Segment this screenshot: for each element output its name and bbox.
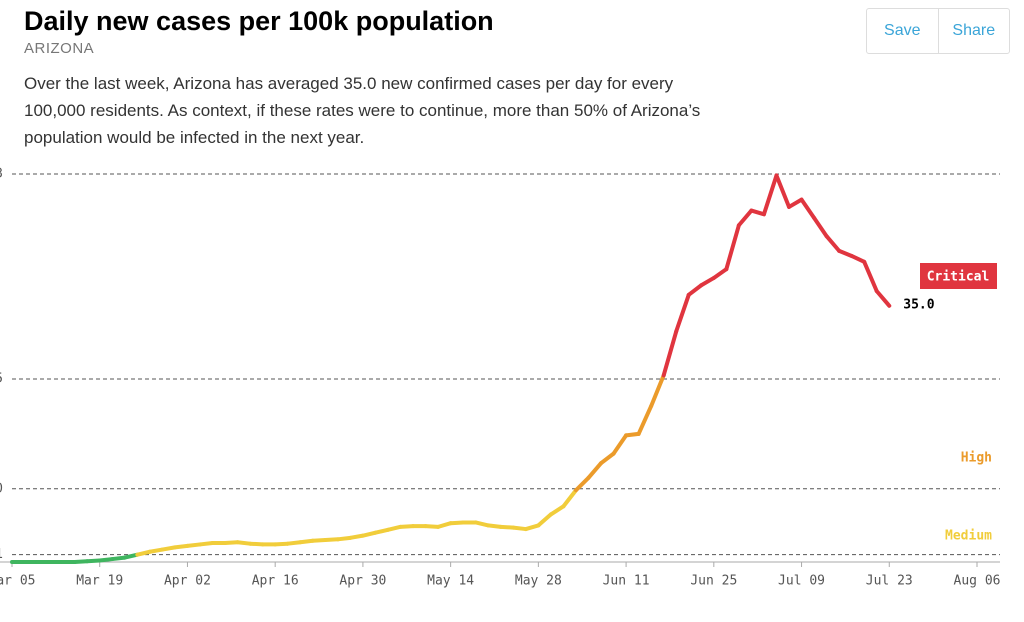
y-tick-label: 53 <box>0 167 3 182</box>
line-segment <box>135 549 152 557</box>
line-segment <box>72 559 90 564</box>
line-segment <box>235 540 253 546</box>
line-segment <box>611 433 629 456</box>
line-segment <box>310 538 328 543</box>
level-label: High <box>961 451 992 466</box>
line-segment <box>285 540 303 546</box>
share-button[interactable]: Share <box>937 9 1010 53</box>
x-tick-label: Jun 11 <box>603 574 650 589</box>
line-segment <box>323 537 340 543</box>
line-segment <box>223 540 240 545</box>
line-segment <box>197 540 215 547</box>
line-segment <box>649 373 666 409</box>
save-button[interactable]: Save <box>884 22 921 39</box>
button-group: Save Share <box>866 8 1010 54</box>
level-label: Medium <box>945 529 992 544</box>
line-segment <box>473 520 491 528</box>
line-segment <box>147 547 165 554</box>
line-segment <box>172 543 190 550</box>
line-segment <box>122 552 140 560</box>
line-segment <box>686 283 704 297</box>
line-segment <box>561 488 578 509</box>
line-segment <box>862 259 879 294</box>
line-segment <box>573 475 591 493</box>
x-tick-label: Aug 06 <box>954 574 1001 589</box>
line-segment <box>486 523 503 529</box>
line-segment <box>511 525 528 532</box>
line-segment <box>749 208 766 217</box>
x-tick-label: May 28 <box>515 574 562 589</box>
x-tick-label: May 14 <box>427 574 474 589</box>
subtitle: ARIZONA <box>24 40 95 57</box>
y-tick-label: 10 <box>0 481 3 496</box>
line-segment <box>360 530 378 538</box>
level-badge <box>920 263 997 289</box>
line-segment <box>385 524 403 532</box>
x-tick-label: Apr 16 <box>252 574 299 589</box>
line-segment <box>536 512 553 528</box>
line-segment <box>85 558 102 564</box>
description: Over the last week, Arizona has averaged… <box>24 74 701 147</box>
x-tick-label: Mar 05 <box>0 574 35 589</box>
line-segment <box>636 404 654 436</box>
x-tick-label: Apr 02 <box>164 574 211 589</box>
line-segment <box>774 173 792 209</box>
line-segment <box>97 557 115 563</box>
line-segment <box>799 197 817 220</box>
line-segment <box>674 292 691 334</box>
line-segment <box>110 555 127 562</box>
x-tick-label: Mar 19 <box>76 574 123 589</box>
value-label: 35.0 <box>903 297 934 312</box>
line-segment <box>373 527 390 535</box>
x-tick-label: Jul 09 <box>778 574 825 589</box>
line-segment <box>248 541 265 547</box>
line-segment <box>298 538 315 545</box>
x-tick-label: Jun 25 <box>690 574 737 589</box>
y-tick-label: 25 <box>0 371 3 386</box>
line-segment <box>423 524 441 529</box>
line-segment <box>874 289 892 308</box>
line-segment <box>398 524 416 529</box>
level-label: Critical <box>927 270 990 285</box>
title: Daily new cases per 100k population <box>24 6 494 36</box>
line-segment <box>348 533 365 540</box>
line-segment <box>812 215 829 239</box>
line-segment <box>724 223 741 272</box>
x-tick-label: Jul 23 <box>866 574 913 589</box>
x-tick-label: Apr 30 <box>339 574 386 589</box>
line-segment <box>787 197 804 209</box>
line-segment <box>160 545 177 552</box>
line-segment <box>599 451 616 466</box>
line-segment <box>335 535 353 542</box>
line-segment <box>711 267 729 280</box>
line-segment <box>523 523 541 532</box>
line-segment <box>498 524 516 530</box>
line-segment <box>586 461 604 480</box>
line-segment <box>736 208 754 228</box>
line-segment <box>185 542 202 548</box>
line-segment <box>624 431 641 438</box>
line-segment <box>661 329 679 378</box>
line-segment <box>761 173 779 217</box>
line-segment <box>448 520 466 526</box>
line-segment <box>824 234 842 253</box>
line-segment <box>699 275 716 288</box>
line-segment <box>849 253 867 264</box>
y-tick-label: 1 <box>0 547 3 562</box>
line-segment <box>548 504 566 517</box>
line-segment <box>436 521 453 529</box>
line-segment <box>837 248 854 258</box>
line-segment <box>273 541 290 547</box>
